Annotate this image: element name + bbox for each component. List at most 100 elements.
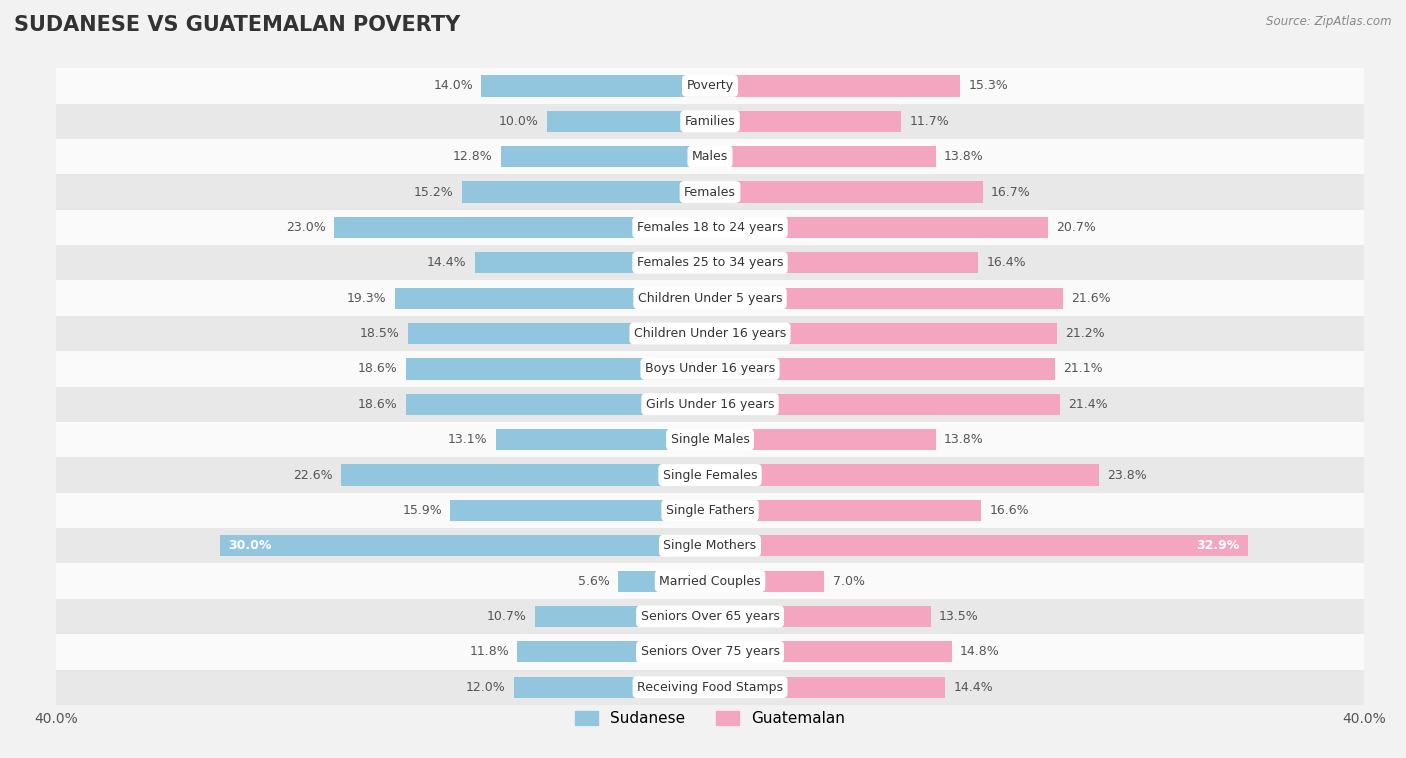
Bar	[219, 535, 710, 556]
Text: Children Under 16 years: Children Under 16 years	[634, 327, 786, 340]
Text: Single Fathers: Single Fathers	[666, 504, 754, 517]
Bar	[619, 571, 710, 592]
Bar	[710, 500, 981, 521]
Text: Females 18 to 24 years: Females 18 to 24 years	[637, 221, 783, 234]
Text: 21.4%: 21.4%	[1069, 398, 1108, 411]
Bar	[710, 571, 824, 592]
Text: 13.5%: 13.5%	[939, 610, 979, 623]
Bar	[56, 351, 1364, 387]
Bar	[481, 75, 710, 96]
Bar	[710, 535, 1247, 556]
Bar	[710, 287, 1063, 309]
Bar	[56, 139, 1364, 174]
Text: 12.0%: 12.0%	[465, 681, 506, 694]
Text: 10.0%: 10.0%	[499, 114, 538, 128]
Bar	[56, 599, 1364, 634]
Bar	[335, 217, 710, 238]
Bar	[461, 181, 710, 202]
Text: Females 25 to 34 years: Females 25 to 34 years	[637, 256, 783, 269]
Bar	[710, 641, 952, 662]
Text: 18.5%: 18.5%	[360, 327, 399, 340]
Text: 10.7%: 10.7%	[486, 610, 527, 623]
Bar	[395, 287, 710, 309]
Bar	[710, 146, 935, 168]
Text: 16.6%: 16.6%	[990, 504, 1029, 517]
Text: 21.1%: 21.1%	[1063, 362, 1102, 375]
Text: 20.7%: 20.7%	[1056, 221, 1097, 234]
Text: 18.6%: 18.6%	[359, 362, 398, 375]
Text: Boys Under 16 years: Boys Under 16 years	[645, 362, 775, 375]
Bar	[710, 217, 1049, 238]
Text: 22.6%: 22.6%	[292, 468, 332, 481]
Text: 15.9%: 15.9%	[402, 504, 441, 517]
Bar	[710, 181, 983, 202]
Bar	[56, 174, 1364, 210]
Bar	[56, 68, 1364, 104]
Text: 13.8%: 13.8%	[943, 150, 984, 163]
Bar	[710, 677, 945, 698]
Text: Children Under 5 years: Children Under 5 years	[638, 292, 782, 305]
Text: 16.4%: 16.4%	[986, 256, 1026, 269]
Bar	[340, 465, 710, 486]
Bar	[56, 245, 1364, 280]
Text: Seniors Over 65 years: Seniors Over 65 years	[641, 610, 779, 623]
Bar	[56, 387, 1364, 422]
Bar	[475, 252, 710, 274]
Bar	[710, 606, 931, 627]
Bar	[710, 252, 979, 274]
Text: 19.3%: 19.3%	[347, 292, 387, 305]
Text: 32.9%: 32.9%	[1197, 539, 1240, 553]
Text: 11.8%: 11.8%	[470, 645, 509, 659]
Text: 23.8%: 23.8%	[1107, 468, 1147, 481]
Text: 15.2%: 15.2%	[413, 186, 453, 199]
Bar	[56, 457, 1364, 493]
Legend: Sudanese, Guatemalan: Sudanese, Guatemalan	[569, 705, 851, 732]
Text: Married Couples: Married Couples	[659, 575, 761, 587]
Text: 13.1%: 13.1%	[449, 433, 488, 446]
Bar	[710, 465, 1099, 486]
Text: 13.8%: 13.8%	[943, 433, 984, 446]
Text: 5.6%: 5.6%	[578, 575, 610, 587]
Bar	[536, 606, 710, 627]
Text: 23.0%: 23.0%	[287, 221, 326, 234]
Text: SUDANESE VS GUATEMALAN POVERTY: SUDANESE VS GUATEMALAN POVERTY	[14, 15, 460, 35]
Bar	[56, 104, 1364, 139]
Text: Single Males: Single Males	[671, 433, 749, 446]
Text: Single Mothers: Single Mothers	[664, 539, 756, 553]
Text: Girls Under 16 years: Girls Under 16 years	[645, 398, 775, 411]
Bar	[56, 563, 1364, 599]
Bar	[56, 210, 1364, 245]
Text: 14.4%: 14.4%	[953, 681, 993, 694]
Bar	[56, 422, 1364, 457]
Bar	[56, 316, 1364, 351]
Bar	[517, 641, 710, 662]
Bar	[710, 393, 1060, 415]
Text: Seniors Over 75 years: Seniors Over 75 years	[641, 645, 779, 659]
Text: 30.0%: 30.0%	[228, 539, 271, 553]
Text: Single Females: Single Females	[662, 468, 758, 481]
Bar	[547, 111, 710, 132]
Bar	[710, 359, 1054, 380]
Text: 18.6%: 18.6%	[359, 398, 398, 411]
Text: Families: Families	[685, 114, 735, 128]
Bar	[406, 359, 710, 380]
Text: 14.0%: 14.0%	[433, 80, 472, 92]
Bar	[496, 429, 710, 450]
Text: 15.3%: 15.3%	[969, 80, 1008, 92]
Bar	[710, 429, 935, 450]
Bar	[501, 146, 710, 168]
Text: Receiving Food Stamps: Receiving Food Stamps	[637, 681, 783, 694]
Bar	[710, 75, 960, 96]
Bar	[56, 528, 1364, 563]
Text: Females: Females	[685, 186, 735, 199]
Text: 14.8%: 14.8%	[960, 645, 1000, 659]
Text: 16.7%: 16.7%	[991, 186, 1031, 199]
Text: 21.2%: 21.2%	[1064, 327, 1104, 340]
Text: 21.6%: 21.6%	[1071, 292, 1111, 305]
Bar	[450, 500, 710, 521]
Text: Males: Males	[692, 150, 728, 163]
Text: 11.7%: 11.7%	[910, 114, 949, 128]
Text: Poverty: Poverty	[686, 80, 734, 92]
Bar	[408, 323, 710, 344]
Bar	[406, 393, 710, 415]
